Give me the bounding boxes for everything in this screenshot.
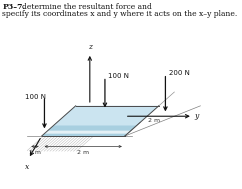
Polygon shape xyxy=(44,131,131,134)
Text: x: x xyxy=(25,163,30,170)
Text: z: z xyxy=(88,43,92,51)
Text: 1 m: 1 m xyxy=(29,150,41,155)
Text: 2 m: 2 m xyxy=(77,150,89,155)
Text: 200 N: 200 N xyxy=(169,70,190,76)
Text: determine the resultant force and: determine the resultant force and xyxy=(22,3,152,11)
Text: 100 N: 100 N xyxy=(25,94,45,100)
Polygon shape xyxy=(53,106,159,125)
Text: 100 N: 100 N xyxy=(108,73,129,79)
Text: 2 m: 2 m xyxy=(148,119,160,123)
Text: P3–7.: P3–7. xyxy=(2,3,26,11)
Polygon shape xyxy=(42,106,159,136)
Text: y: y xyxy=(195,112,199,120)
Text: specify its coordinates x and y where it acts on the x–y plane.: specify its coordinates x and y where it… xyxy=(2,10,238,18)
